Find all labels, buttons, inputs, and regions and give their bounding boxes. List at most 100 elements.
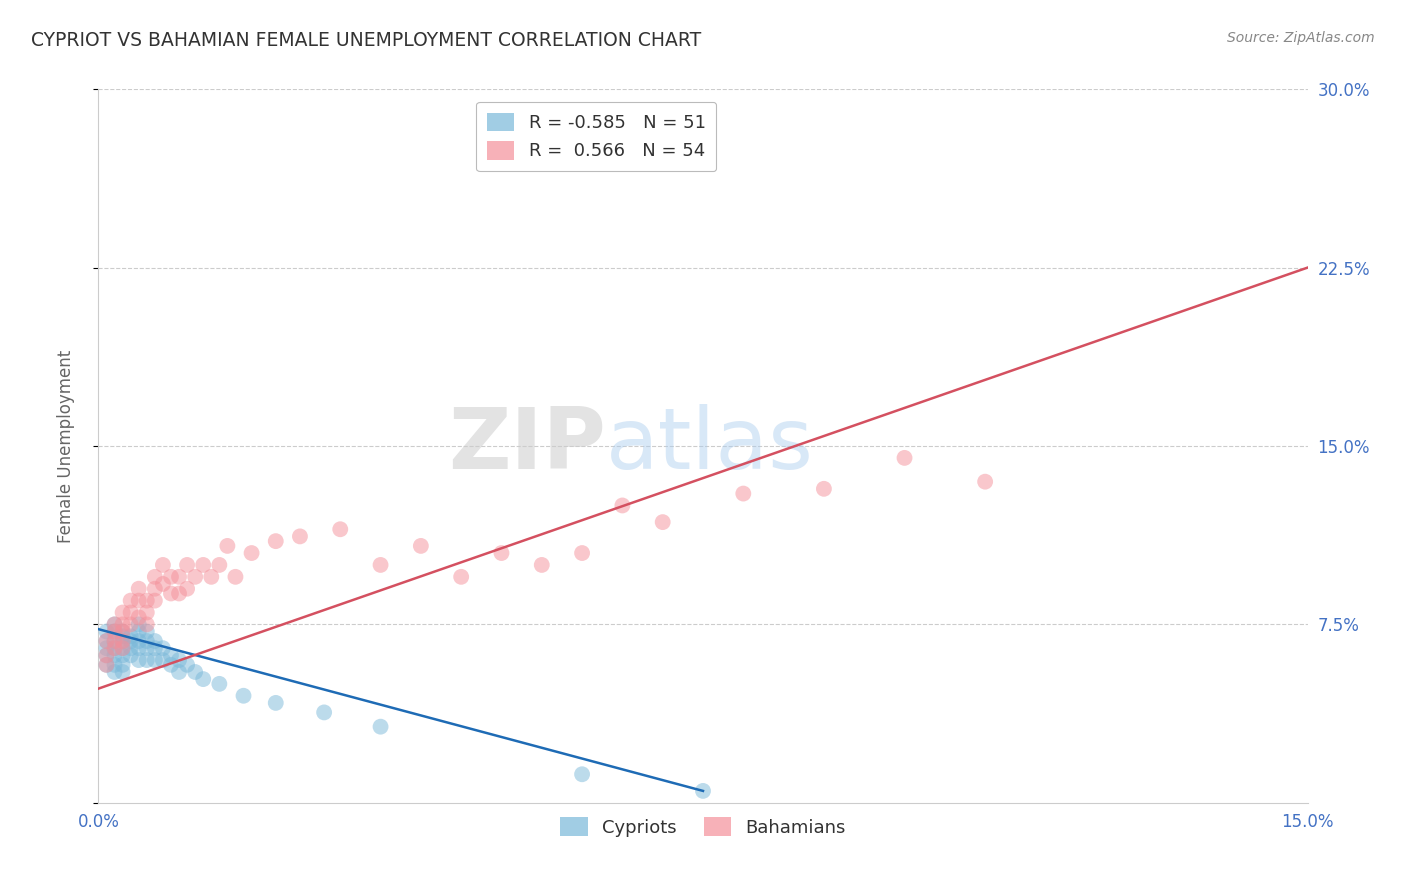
Point (103, 665, 125, 679)
Point (96, 657, 118, 672)
Point (217, 539, 239, 553)
Point (135, 606, 157, 620)
Point (208, 558, 231, 572)
Point (152, 577, 174, 591)
Point (160, 586, 183, 600)
Text: Source: ZipAtlas.com: Source: ZipAtlas.com (1227, 31, 1375, 45)
Point (571, 546, 593, 560)
Point (111, 624, 134, 639)
Point (120, 648, 142, 663)
Point (135, 617, 157, 632)
Point (128, 610, 150, 624)
Point (208, 677, 231, 691)
Point (160, 657, 183, 672)
Point (193, 672, 215, 686)
Point (974, 475, 997, 489)
Point (143, 582, 166, 596)
Point (612, 118, 634, 132)
Point (193, 558, 215, 572)
Point (135, 653, 157, 667)
Point (612, 499, 634, 513)
Y-axis label: Female Unemployment: Female Unemployment (56, 350, 75, 542)
Point (103, 641, 125, 656)
Point (120, 629, 142, 643)
Point (103, 641, 125, 656)
Point (111, 657, 134, 672)
Point (200, 570, 222, 584)
Point (160, 648, 183, 663)
Point (167, 653, 190, 667)
Point (128, 653, 150, 667)
Point (128, 617, 150, 632)
Point (167, 586, 190, 600)
Text: CYPRIOT VS BAHAMIAN FEMALE UNEMPLOYMENT CORRELATION CHART: CYPRIOT VS BAHAMIAN FEMALE UNEMPLOYMENT … (31, 31, 702, 50)
Point (143, 593, 166, 607)
Point (893, 450, 915, 465)
Point (111, 624, 134, 639)
Point (135, 624, 157, 639)
Point (143, 634, 166, 648)
Point (184, 665, 207, 679)
Point (329, 522, 352, 536)
Point (111, 634, 134, 648)
Point (120, 593, 142, 607)
Point (111, 641, 134, 656)
Point (143, 570, 166, 584)
Point (128, 641, 150, 656)
Point (491, 546, 513, 560)
Point (152, 641, 174, 656)
Point (96, 624, 118, 639)
Point (152, 558, 174, 572)
Point (370, 720, 392, 734)
Point (409, 539, 432, 553)
Point (103, 657, 125, 672)
Point (128, 624, 150, 639)
Point (111, 648, 134, 663)
Point (103, 617, 125, 632)
Point (184, 570, 207, 584)
Text: atlas: atlas (606, 404, 814, 488)
Point (96, 648, 118, 663)
Point (167, 570, 190, 584)
Point (571, 767, 593, 781)
Point (96, 634, 118, 648)
Point (651, 515, 673, 529)
Point (120, 634, 142, 648)
Point (111, 641, 134, 656)
Point (224, 570, 246, 584)
Point (160, 570, 183, 584)
Point (128, 582, 150, 596)
Point (111, 606, 134, 620)
Point (128, 593, 150, 607)
Point (135, 641, 157, 656)
Point (111, 617, 134, 632)
Point (120, 617, 142, 632)
Point (103, 624, 125, 639)
Point (530, 558, 553, 572)
Point (128, 634, 150, 648)
Point (167, 665, 190, 679)
Point (264, 696, 287, 710)
Point (370, 558, 392, 572)
Point (103, 624, 125, 639)
Point (96, 641, 118, 656)
Point (111, 665, 134, 679)
Point (103, 617, 125, 632)
Point (135, 634, 157, 648)
Point (240, 546, 263, 560)
Point (120, 641, 142, 656)
Point (120, 606, 142, 620)
Point (450, 570, 472, 584)
Point (135, 593, 157, 607)
Point (288, 529, 311, 543)
Point (733, 486, 755, 500)
Point (111, 634, 134, 648)
Point (103, 634, 125, 648)
Point (176, 657, 198, 672)
Point (264, 534, 287, 549)
Point (176, 582, 198, 596)
Point (103, 648, 125, 663)
Point (176, 558, 198, 572)
Point (152, 653, 174, 667)
Point (143, 641, 166, 656)
